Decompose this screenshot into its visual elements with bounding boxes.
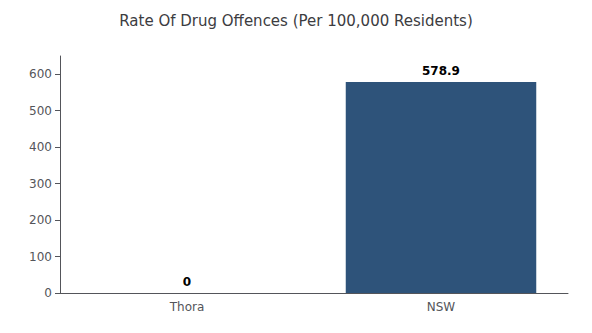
svg-text:100: 100 xyxy=(29,250,52,264)
svg-text:Thora: Thora xyxy=(169,300,205,314)
svg-text:578.9: 578.9 xyxy=(422,64,460,78)
svg-text:0: 0 xyxy=(183,275,191,289)
svg-text:200: 200 xyxy=(29,213,52,227)
svg-text:400: 400 xyxy=(29,140,52,154)
svg-text:300: 300 xyxy=(29,177,52,191)
svg-text:NSW: NSW xyxy=(427,300,456,314)
svg-text:600: 600 xyxy=(29,67,52,81)
svg-text:0: 0 xyxy=(44,286,52,300)
svg-text:500: 500 xyxy=(29,104,52,118)
svg-text:Rate Of Drug Offences (Per 100: Rate Of Drug Offences (Per 100,000 Resid… xyxy=(119,12,473,30)
